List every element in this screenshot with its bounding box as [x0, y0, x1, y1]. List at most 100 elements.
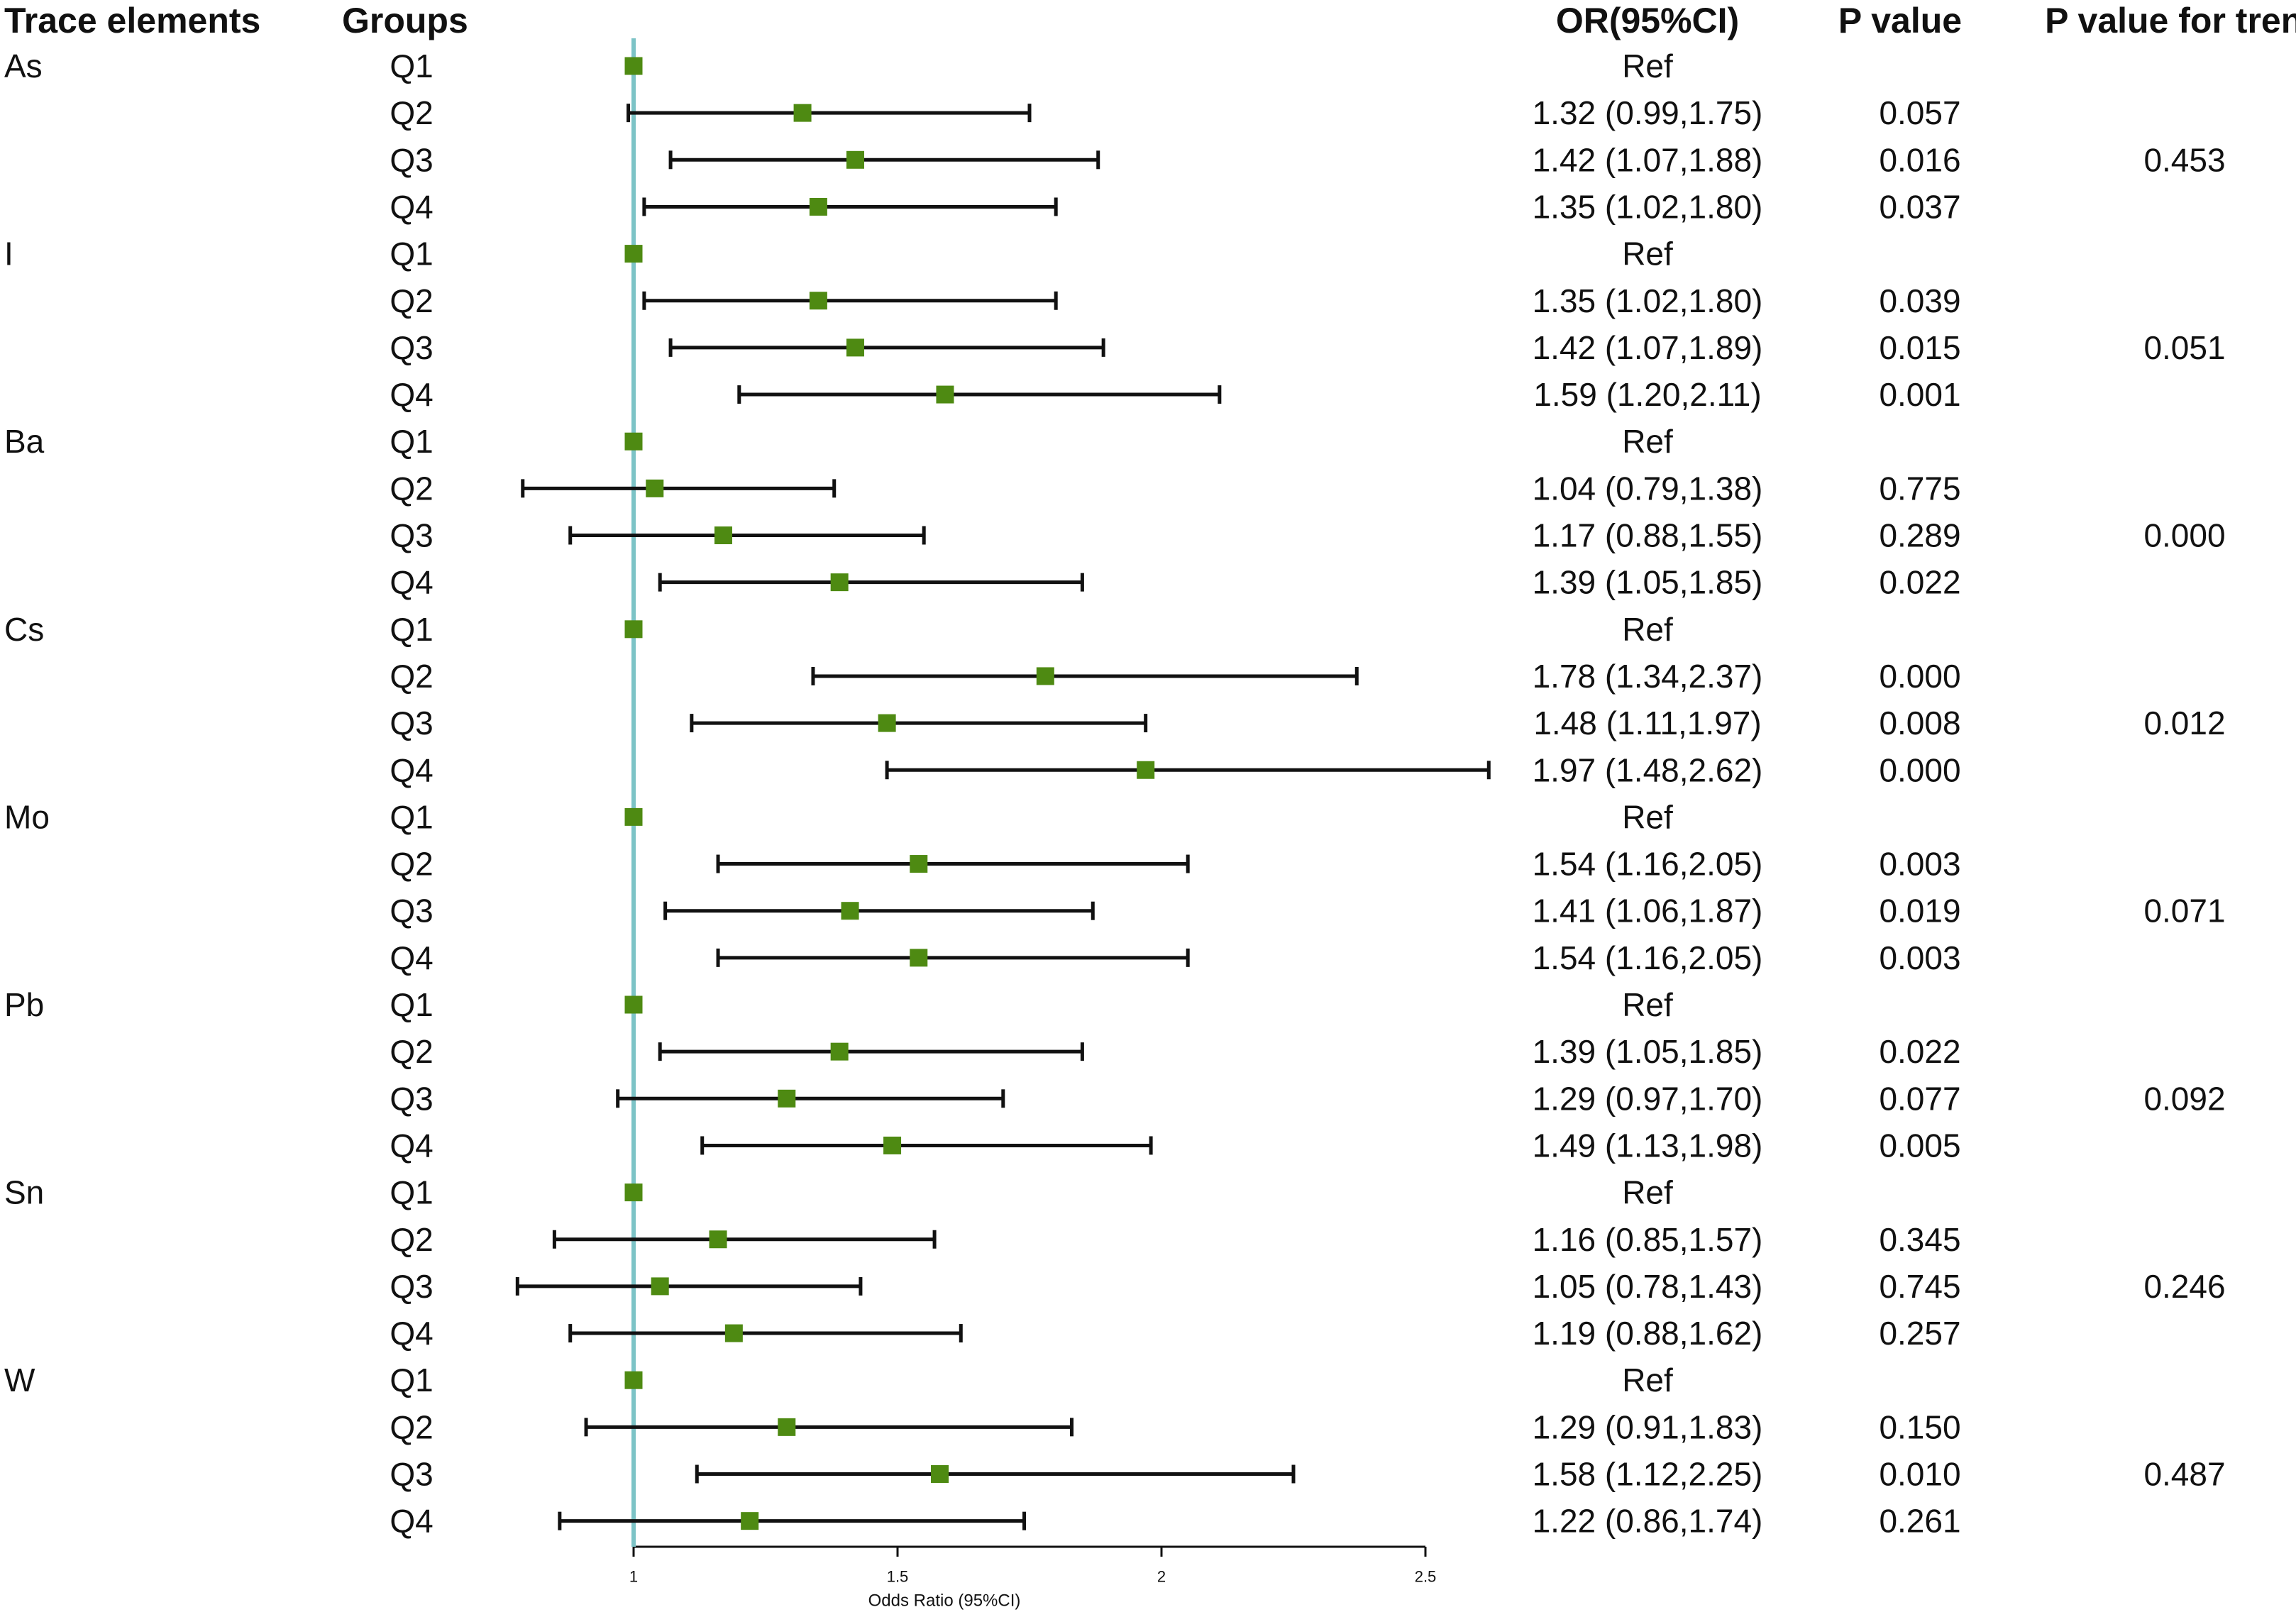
or-ci-value: 1.58 (1.12,2.25)	[1533, 1456, 1763, 1493]
group-label: Q3	[390, 893, 433, 929]
p-trend-value: 0.092	[2143, 1080, 2225, 1117]
p-value: 0.015	[1879, 329, 1960, 366]
or-marker	[624, 1183, 643, 1202]
p-value: 0.022	[1879, 1033, 1960, 1070]
p-value: 0.077	[1879, 1080, 1960, 1117]
x-axis: 1 1.5 2 2.5 Odds Ratio (95%CI)	[629, 1545, 1437, 1611]
or-marker	[646, 479, 664, 497]
element-group-pb: Pb Q1 Ref Q2 1.39 (1.05,1.85) 0.022 Q3 1.29 (0.…	[4, 986, 2226, 1164]
or-ci-value: Ref	[1622, 236, 1673, 272]
element-label: Pb	[4, 986, 44, 1023]
or-ci-value: Ref	[1622, 986, 1673, 1023]
or-ci-value: 1.59 (1.20,2.11)	[1533, 376, 1761, 413]
group-label: Q3	[390, 1080, 433, 1117]
or-ci-value: 1.19 (0.88,1.62)	[1533, 1315, 1763, 1352]
or-marker	[714, 526, 732, 544]
or-marker	[830, 573, 849, 592]
group-label: Q4	[390, 1503, 433, 1540]
p-value: 0.037	[1879, 188, 1960, 225]
or-marker	[809, 197, 827, 216]
p-value: 0.261	[1879, 1503, 1960, 1540]
x-tick-label: 2.5	[1415, 1568, 1437, 1586]
p-value: 0.775	[1879, 470, 1960, 507]
group-label: Q1	[390, 611, 433, 648]
p-value: 0.345	[1879, 1221, 1960, 1258]
group-label: Q1	[390, 986, 433, 1023]
or-marker	[910, 949, 928, 967]
or-marker	[624, 807, 643, 826]
element-label: As	[4, 48, 43, 84]
header-or-ci: OR(95%CI)	[1556, 1, 1739, 40]
p-value: 0.003	[1879, 846, 1960, 883]
p-trend-value: 0.012	[2143, 705, 2225, 741]
p-value: 0.008	[1879, 705, 1960, 741]
header-trace-elements: Trace elements	[4, 1, 260, 40]
or-ci-value: 1.48 (1.11,1.97)	[1533, 705, 1761, 741]
p-value: 0.289	[1879, 517, 1960, 554]
or-ci-value: 1.29 (0.91,1.83)	[1533, 1408, 1763, 1445]
element-group-ba: Ba Q1 Ref Q2 1.04 (0.79,1.38) 0.775 Q3 1.17 (0.…	[4, 423, 2226, 600]
group-label: Q3	[390, 141, 433, 178]
element-group-sn: Sn Q1 Ref Q2 1.16 (0.85,1.57) 0.345 Q3 1.05 (0.…	[4, 1174, 2226, 1352]
x-tick-label: 1.5	[887, 1568, 909, 1586]
p-value: 0.019	[1879, 893, 1960, 929]
table-headers: Trace elements Groups OR(95%CI) P value …	[4, 1, 2296, 40]
or-marker	[883, 1136, 902, 1154]
or-marker	[624, 1371, 643, 1389]
group-label: Q2	[390, 1221, 433, 1258]
or-marker	[624, 995, 643, 1014]
element-label: Ba	[4, 423, 45, 460]
group-label: Q4	[390, 188, 433, 225]
group-label: Q2	[390, 658, 433, 695]
p-value: 0.010	[1879, 1456, 1960, 1493]
or-ci-value: Ref	[1622, 611, 1673, 648]
or-marker	[709, 1230, 727, 1249]
or-ci-value: 1.42 (1.07,1.88)	[1533, 141, 1763, 178]
element-group-mo: Mo Q1 Ref Q2 1.54 (1.16,2.05) 0.003 Q3 1.41 (1.…	[4, 798, 2226, 976]
p-value: 0.005	[1879, 1127, 1960, 1164]
p-value: 0.039	[1879, 282, 1960, 319]
group-label: Q1	[390, 423, 433, 460]
forest-rows: As Q1 Ref Q2 1.32 (0.99,1.75) 0.057 Q3 1.42 (1.…	[4, 48, 2226, 1540]
group-label: Q3	[390, 1268, 433, 1305]
or-marker	[809, 292, 827, 310]
group-label: Q3	[390, 705, 433, 741]
or-ci-value: 1.04 (0.79,1.38)	[1533, 470, 1763, 507]
or-marker	[841, 902, 859, 920]
or-marker	[846, 338, 864, 357]
or-ci-value: 1.42 (1.07,1.89)	[1533, 329, 1763, 366]
or-ci-value: 1.49 (1.13,1.98)	[1533, 1127, 1763, 1164]
group-label: Q4	[390, 939, 433, 976]
p-value: 0.745	[1879, 1268, 1960, 1305]
element-group-as: As Q1 Ref Q2 1.32 (0.99,1.75) 0.057 Q3 1.42 (1.…	[4, 48, 2226, 225]
or-ci-value: 1.78 (1.34,2.37)	[1533, 658, 1763, 695]
header-p-value: P value	[1838, 1, 1962, 40]
group-label: Q3	[390, 329, 433, 366]
element-label: Mo	[4, 798, 50, 835]
group-label: Q4	[390, 1315, 433, 1352]
or-marker	[651, 1277, 669, 1296]
group-label: Q3	[390, 517, 433, 554]
x-axis-title: Odds Ratio (95%CI)	[868, 1591, 1021, 1611]
p-value: 0.000	[1879, 658, 1960, 695]
p-value: 0.000	[1879, 751, 1960, 788]
p-trend-value: 0.246	[2143, 1268, 2225, 1305]
or-marker	[624, 432, 643, 451]
or-marker	[846, 150, 864, 169]
group-label: Q1	[390, 48, 433, 84]
or-ci-value: 1.39 (1.05,1.85)	[1533, 564, 1763, 601]
group-label: Q1	[390, 798, 433, 835]
or-marker	[830, 1042, 849, 1061]
or-ci-value: 1.35 (1.02,1.80)	[1533, 282, 1763, 319]
or-ci-value: Ref	[1622, 1362, 1673, 1398]
p-trend-value: 0.071	[2143, 893, 2225, 929]
or-ci-value: 1.41 (1.06,1.87)	[1533, 893, 1763, 929]
group-label: Q4	[390, 376, 433, 413]
group-label: Q4	[390, 564, 433, 601]
header-p-trend: P value for trend	[2045, 1, 2296, 40]
or-ci-value: 1.35 (1.02,1.80)	[1533, 188, 1763, 225]
or-ci-value: 1.97 (1.48,2.62)	[1533, 751, 1763, 788]
p-value: 0.022	[1879, 564, 1960, 601]
element-label: W	[4, 1362, 35, 1398]
